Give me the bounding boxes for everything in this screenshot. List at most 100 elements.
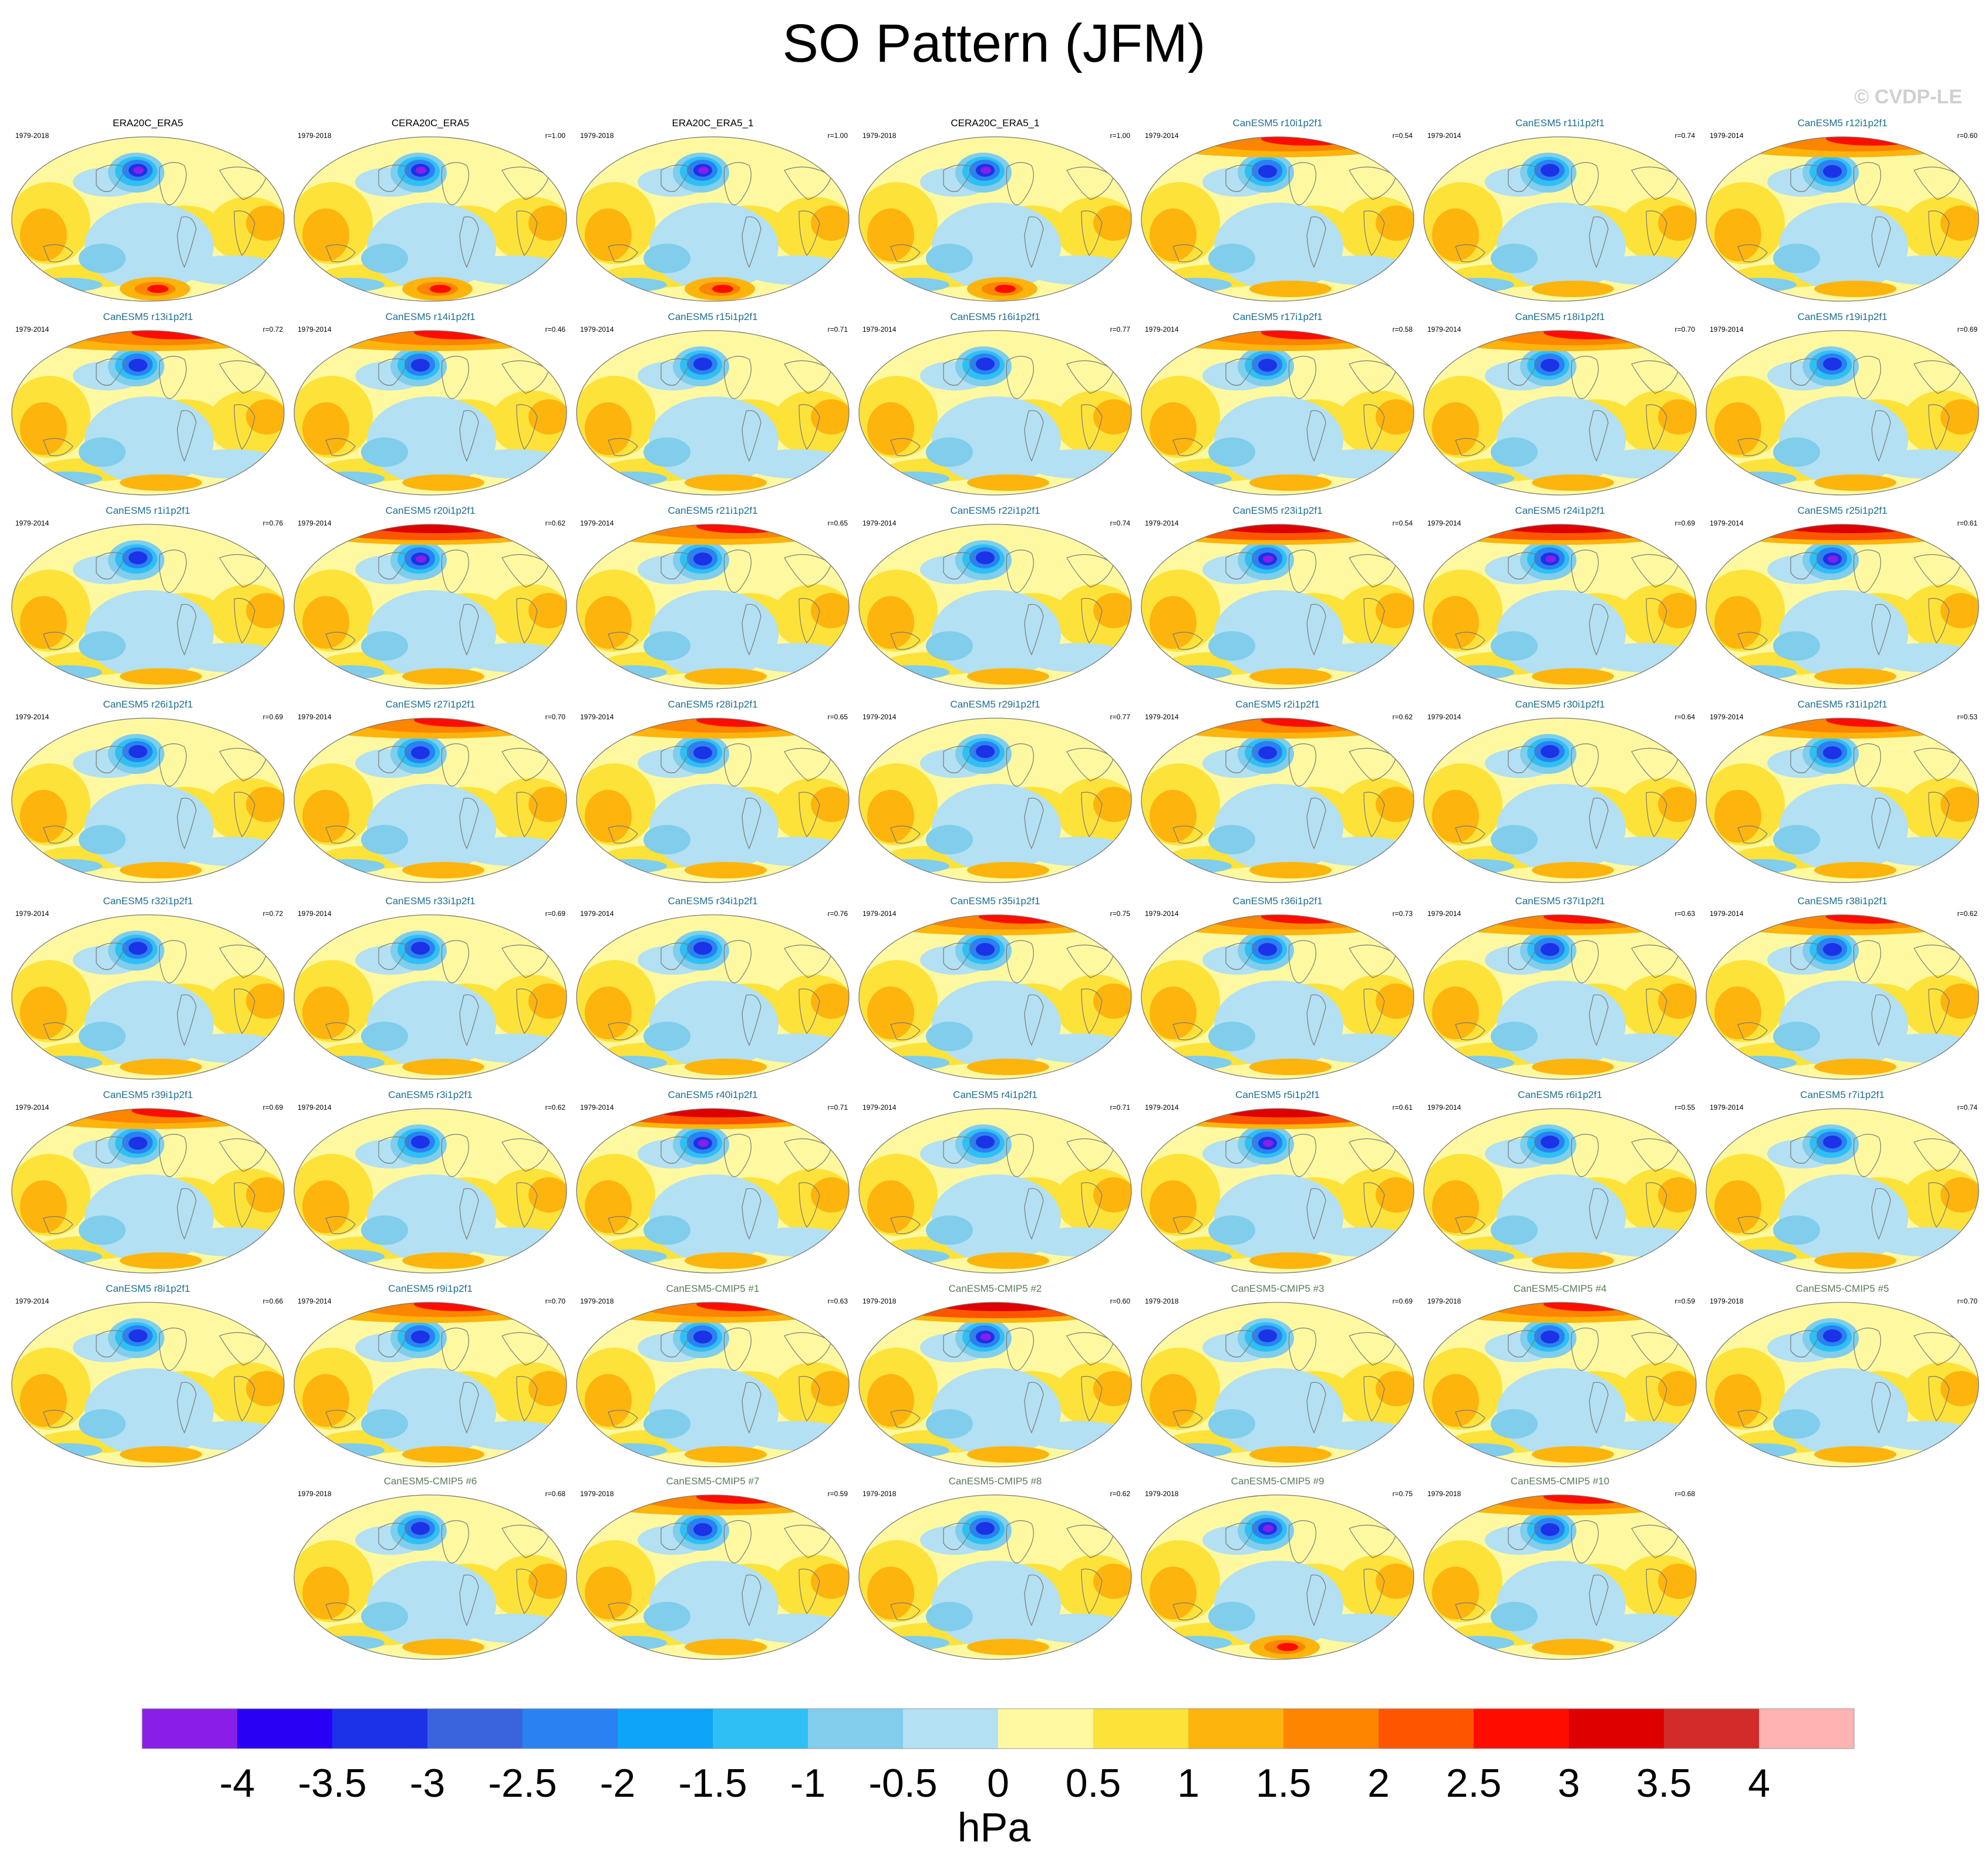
coastline — [441, 1134, 469, 1177]
map-panel: CanESM5 r7i1p2f1 1979-2014 r=0.74 — [1703, 1089, 1982, 1283]
panel-period: 1979-2014 — [1427, 519, 1461, 527]
coastline — [43, 1410, 73, 1428]
coastline — [742, 797, 761, 850]
coastline — [1363, 598, 1385, 644]
coastline — [1172, 1022, 1203, 1040]
colorbar-swatch — [332, 1709, 427, 1749]
contour-negative — [1026, 643, 1131, 672]
coastline — [742, 1188, 761, 1240]
coastline — [234, 792, 255, 838]
contour-negative — [643, 1409, 690, 1439]
coastline — [1455, 1410, 1485, 1428]
contour-positive — [402, 862, 484, 878]
panel-correlation: r=0.60 — [1957, 132, 1977, 140]
map-outline — [11, 330, 285, 496]
coastline — [1928, 1376, 1950, 1422]
contour-negative — [743, 1227, 849, 1257]
contour-positive — [932, 1302, 1073, 1311]
coastline — [1172, 1602, 1203, 1621]
panel-correlation: r=0.75 — [1110, 910, 1130, 918]
colorbar-tick-label: -4 — [220, 1761, 255, 1803]
panel-correlation: r=0.76 — [827, 910, 848, 918]
contour-negative — [693, 746, 712, 759]
coastline — [501, 554, 550, 588]
contour-negative — [1026, 449, 1131, 479]
contour-negative — [178, 255, 284, 285]
coastline — [1006, 356, 1034, 399]
contour-positive — [1093, 787, 1131, 822]
panel-correlation: r=0.74 — [1110, 519, 1130, 527]
panel-period: 1979-2014 — [1710, 519, 1744, 527]
contour-positive — [367, 524, 508, 533]
map-plot — [1423, 330, 1697, 496]
contour-positive — [1532, 1059, 1614, 1075]
contour-negative — [1823, 1136, 1842, 1149]
coastline — [890, 1602, 921, 1621]
map-panel: CanESM5-CMIP5 #3 1979-2018 r=0.69 — [1138, 1283, 1417, 1477]
colorbar-tick-label: 1.5 — [1256, 1761, 1312, 1803]
coastline — [234, 598, 255, 644]
coastline — [1024, 1574, 1044, 1626]
contour-negative — [411, 1136, 430, 1149]
coastline — [177, 797, 197, 850]
coastline — [1066, 1332, 1114, 1366]
contour-positive — [1150, 208, 1197, 261]
coastline — [1455, 1216, 1485, 1234]
coastline — [1024, 797, 1044, 850]
map-plot — [11, 524, 285, 689]
coastline — [1508, 358, 1538, 386]
coastline — [1913, 944, 1962, 978]
coastline — [784, 944, 832, 978]
map-panel: CanESM5 r13i1p2f1 1979-2014 r=0.72 — [8, 311, 288, 505]
panel-correlation: r=1.00 — [827, 132, 848, 140]
coastline — [516, 598, 538, 644]
contour-positive — [1814, 1446, 1896, 1463]
contour-negative — [1541, 164, 1559, 177]
coastline — [1081, 210, 1103, 257]
contour-negative — [1773, 1409, 1820, 1439]
contour-negative — [461, 1421, 567, 1450]
contour-negative — [129, 1329, 147, 1342]
contour-negative — [1308, 643, 1414, 672]
coastline — [1081, 792, 1103, 838]
coastline — [661, 1330, 691, 1358]
contour-negative — [461, 255, 567, 285]
map-panel: ERA20C_ERA5 1979-2018 — [8, 117, 288, 311]
contour-negative — [1541, 1523, 1559, 1536]
panel-correlation: r=0.72 — [262, 325, 283, 334]
coastline — [1853, 743, 1881, 787]
coastline — [608, 1602, 638, 1621]
contour-positive — [20, 596, 67, 649]
panel-correlation: r=1.00 — [1110, 132, 1130, 140]
coastline — [1928, 988, 1950, 1035]
contour-positive — [1658, 984, 1696, 1019]
coastline — [1646, 210, 1667, 257]
map-panel: ERA20C_ERA5_1 1979-2018 r=1.00 — [573, 117, 853, 311]
coastline — [723, 1520, 752, 1564]
contour-negative — [79, 244, 126, 273]
contour-positive — [967, 1446, 1049, 1463]
contour-negative — [361, 1409, 408, 1439]
coastline — [501, 1138, 550, 1172]
coastline — [501, 747, 550, 782]
coastline — [177, 216, 197, 268]
contour-negative — [411, 1331, 430, 1343]
contour-positive — [246, 399, 284, 435]
colorbar-swatch — [1379, 1709, 1474, 1749]
coastline — [1066, 1524, 1114, 1558]
panel-correlation: r=0.65 — [827, 519, 848, 527]
contour-positive — [1093, 1177, 1131, 1213]
contour-positive — [995, 285, 1016, 293]
map-panel: CanESM5 r24i1p2f1 1979-2014 r=0.69 — [1420, 505, 1700, 699]
coastline — [96, 942, 126, 970]
contour-negative — [79, 1409, 126, 1439]
coastline — [1737, 1216, 1768, 1234]
contour-negative — [1491, 1215, 1538, 1245]
panel-correlation: r=0.69 — [1392, 1297, 1413, 1305]
map-panel: CanESM5 r15i1p2f1 1979-2014 r=0.71 — [573, 311, 853, 505]
contour-negative — [1773, 631, 1820, 661]
panel-title: CanESM5 r12i1p2f1 — [1797, 117, 1888, 129]
coastline — [1646, 404, 1667, 450]
map-plot — [576, 1302, 850, 1467]
coastline — [378, 358, 409, 386]
